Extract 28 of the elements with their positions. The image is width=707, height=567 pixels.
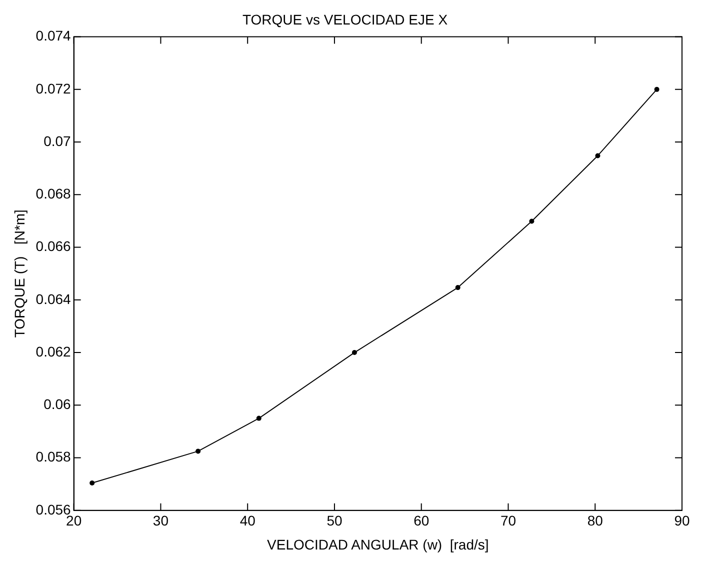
- x-tick-label: 90: [674, 512, 690, 529]
- y-tick-label: 0.07: [44, 132, 72, 149]
- x-tick-label: 40: [240, 512, 256, 529]
- x-tick-label: 80: [587, 512, 604, 529]
- point: [654, 86, 660, 92]
- point: [595, 153, 600, 158]
- y-tick-label: 0.074: [36, 28, 72, 44]
- y-tick-label: 0.056: [36, 501, 72, 518]
- y-tick-label: 0.068: [36, 186, 72, 202]
- x-tick-label: 50: [326, 512, 342, 529]
- x-axis-title: VELOCIDAD ANGULAR (w) [rad/s]: [267, 536, 489, 552]
- point: [529, 218, 534, 224]
- y-tick-label: 0.058: [36, 448, 72, 465]
- y-tick-label: 0.062: [36, 343, 72, 360]
- y-axis-title: TORQUE (T) [N*m]: [11, 210, 28, 338]
- chart-title: TORQUE vs VELOCIDAD EJE X: [242, 11, 448, 28]
- x-tick-label: 30: [152, 512, 169, 529]
- y-tick-label: 0.064: [36, 290, 72, 307]
- y-tick-label: 0.06: [44, 396, 72, 412]
- y-tick-label: 0.072: [36, 80, 72, 96]
- x-tick-label: 60: [414, 512, 430, 529]
- point: [256, 416, 262, 421]
- point: [352, 350, 357, 356]
- point: [90, 480, 95, 486]
- point: [455, 285, 460, 290]
- x-tick-label: 70: [500, 512, 516, 529]
- y-tick-label: 0.066: [36, 238, 72, 254]
- point: [196, 448, 201, 454]
